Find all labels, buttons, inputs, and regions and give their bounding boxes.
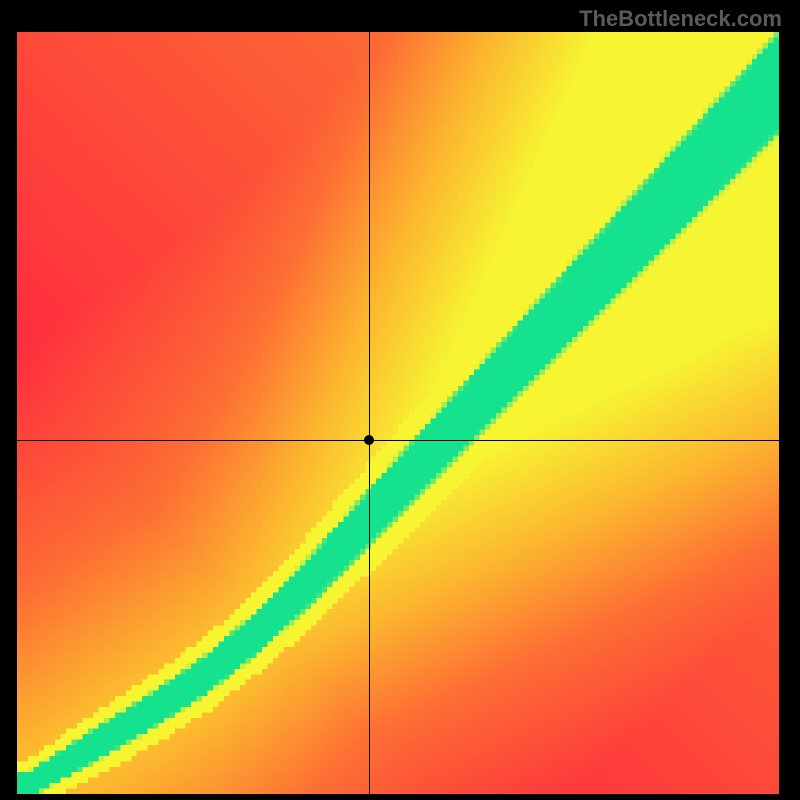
watermark-text: TheBottleneck.com — [579, 6, 782, 32]
plot-area — [17, 32, 779, 794]
crosshair-vertical — [369, 32, 370, 794]
marker-dot — [364, 435, 374, 445]
chart-container: TheBottleneck.com — [0, 0, 800, 800]
heatmap-canvas — [17, 32, 779, 794]
crosshair-horizontal — [17, 440, 779, 441]
